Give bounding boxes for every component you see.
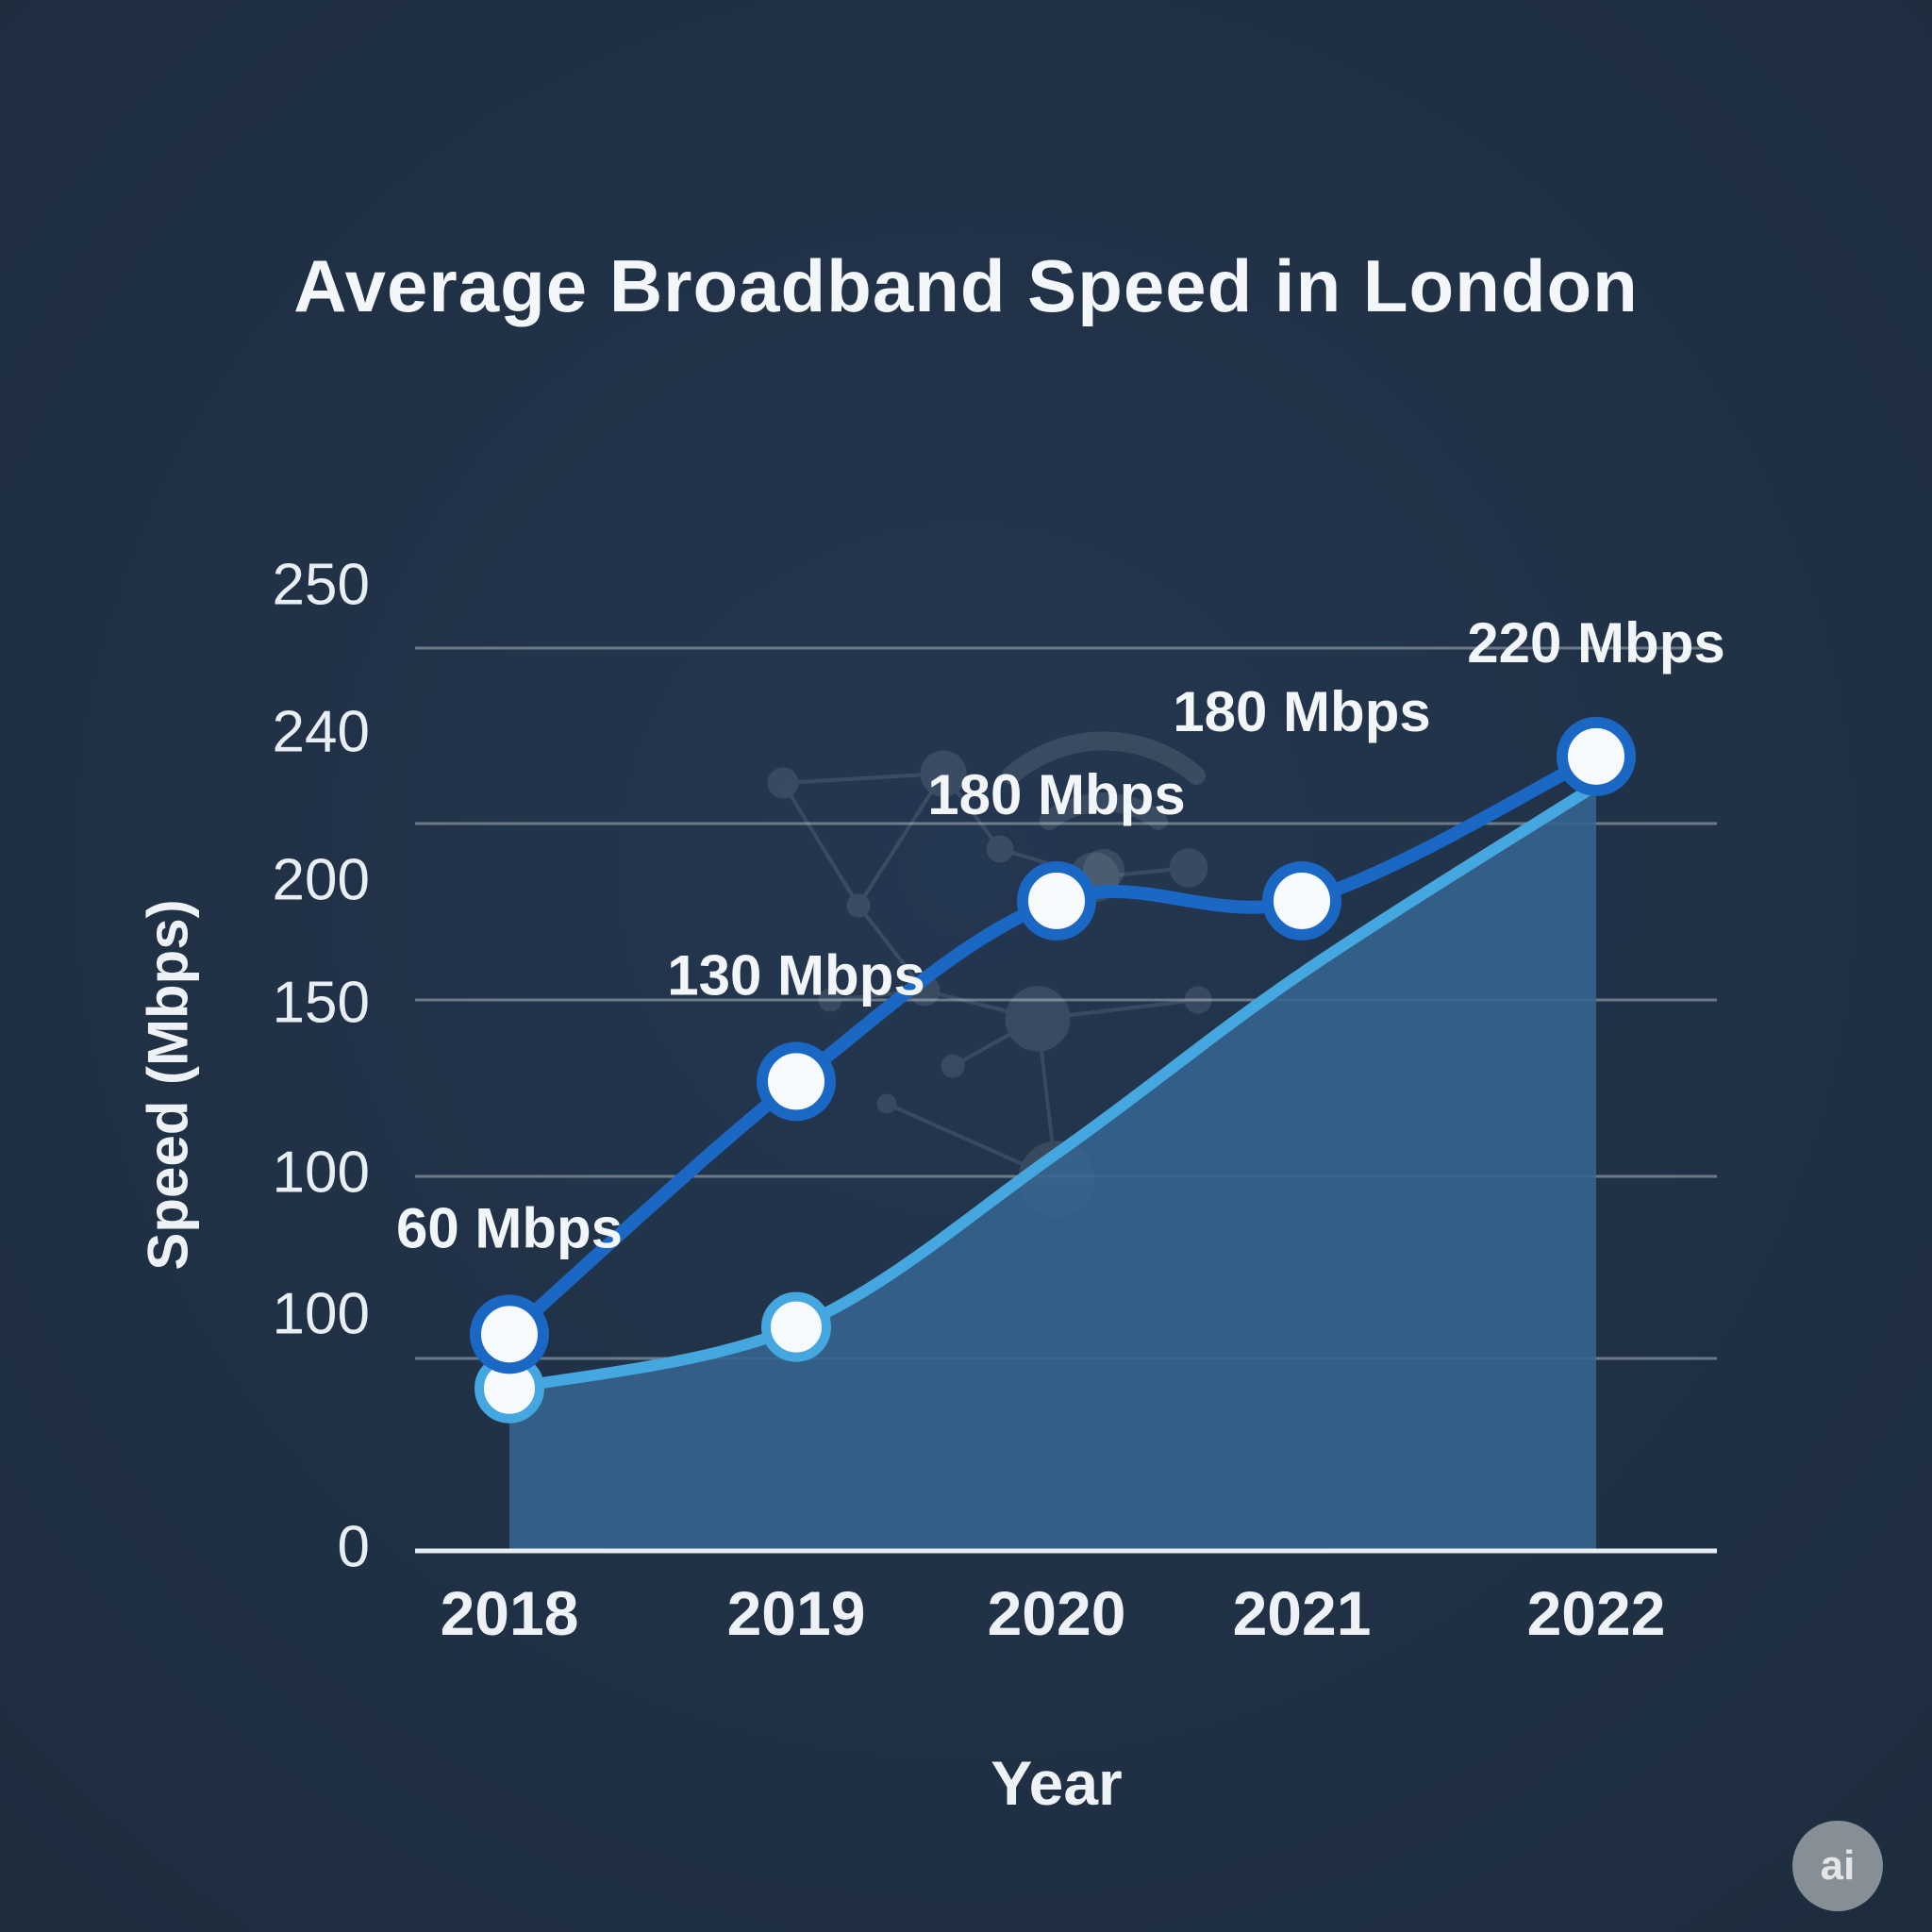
data-point <box>757 1041 836 1122</box>
data-point <box>1017 860 1096 941</box>
y-tick-label: 200 <box>273 847 370 912</box>
x-tick-label: 2019 <box>727 1578 866 1648</box>
y-tick-label: 0 <box>338 1514 370 1579</box>
point-value-label: 180 Mbps <box>1173 680 1430 743</box>
ai-badge-label: ai <box>1820 1842 1856 1889</box>
x-tick-label: 2018 <box>441 1578 579 1648</box>
y-tick-label: 250 <box>273 552 370 617</box>
y-tick-label: 150 <box>273 970 370 1035</box>
data-point <box>1262 860 1341 941</box>
data-points <box>470 716 1636 1424</box>
point-value-label: 180 Mbps <box>927 763 1185 826</box>
area-under-curve <box>509 785 1596 1551</box>
chart-title: Average Broadband Speed in London <box>293 244 1639 327</box>
x-axis-title: Year <box>991 1748 1123 1818</box>
data-point <box>470 1294 549 1374</box>
ai-badge: ai <box>1792 1821 1883 1911</box>
value-labels: 60 Mbps 130 Mbps 180 Mbps 180 Mbps 220 Mbps <box>396 611 1725 1259</box>
y-tick-label: 100 <box>273 1281 370 1346</box>
point-value-label: 220 Mbps <box>1467 611 1724 675</box>
series-line-secondary <box>504 779 1602 1394</box>
tick-labels: 250 240 200 150 100 100 0 2018 2019 2020 2021 2022 <box>273 552 1666 1648</box>
x-tick-label: 2020 <box>988 1578 1126 1648</box>
data-point <box>761 1291 831 1362</box>
x-tick-label: 2021 <box>1233 1578 1372 1648</box>
point-value-label: 130 Mbps <box>667 943 924 1007</box>
y-tick-label: 240 <box>273 699 370 764</box>
area-fill <box>509 785 1596 1551</box>
x-tick-label: 2022 <box>1527 1578 1666 1648</box>
y-tick-label: 100 <box>273 1140 370 1205</box>
wifi-icon <box>1002 731 1206 891</box>
data-point <box>1557 716 1636 796</box>
point-value-label: 60 Mbps <box>396 1196 623 1259</box>
